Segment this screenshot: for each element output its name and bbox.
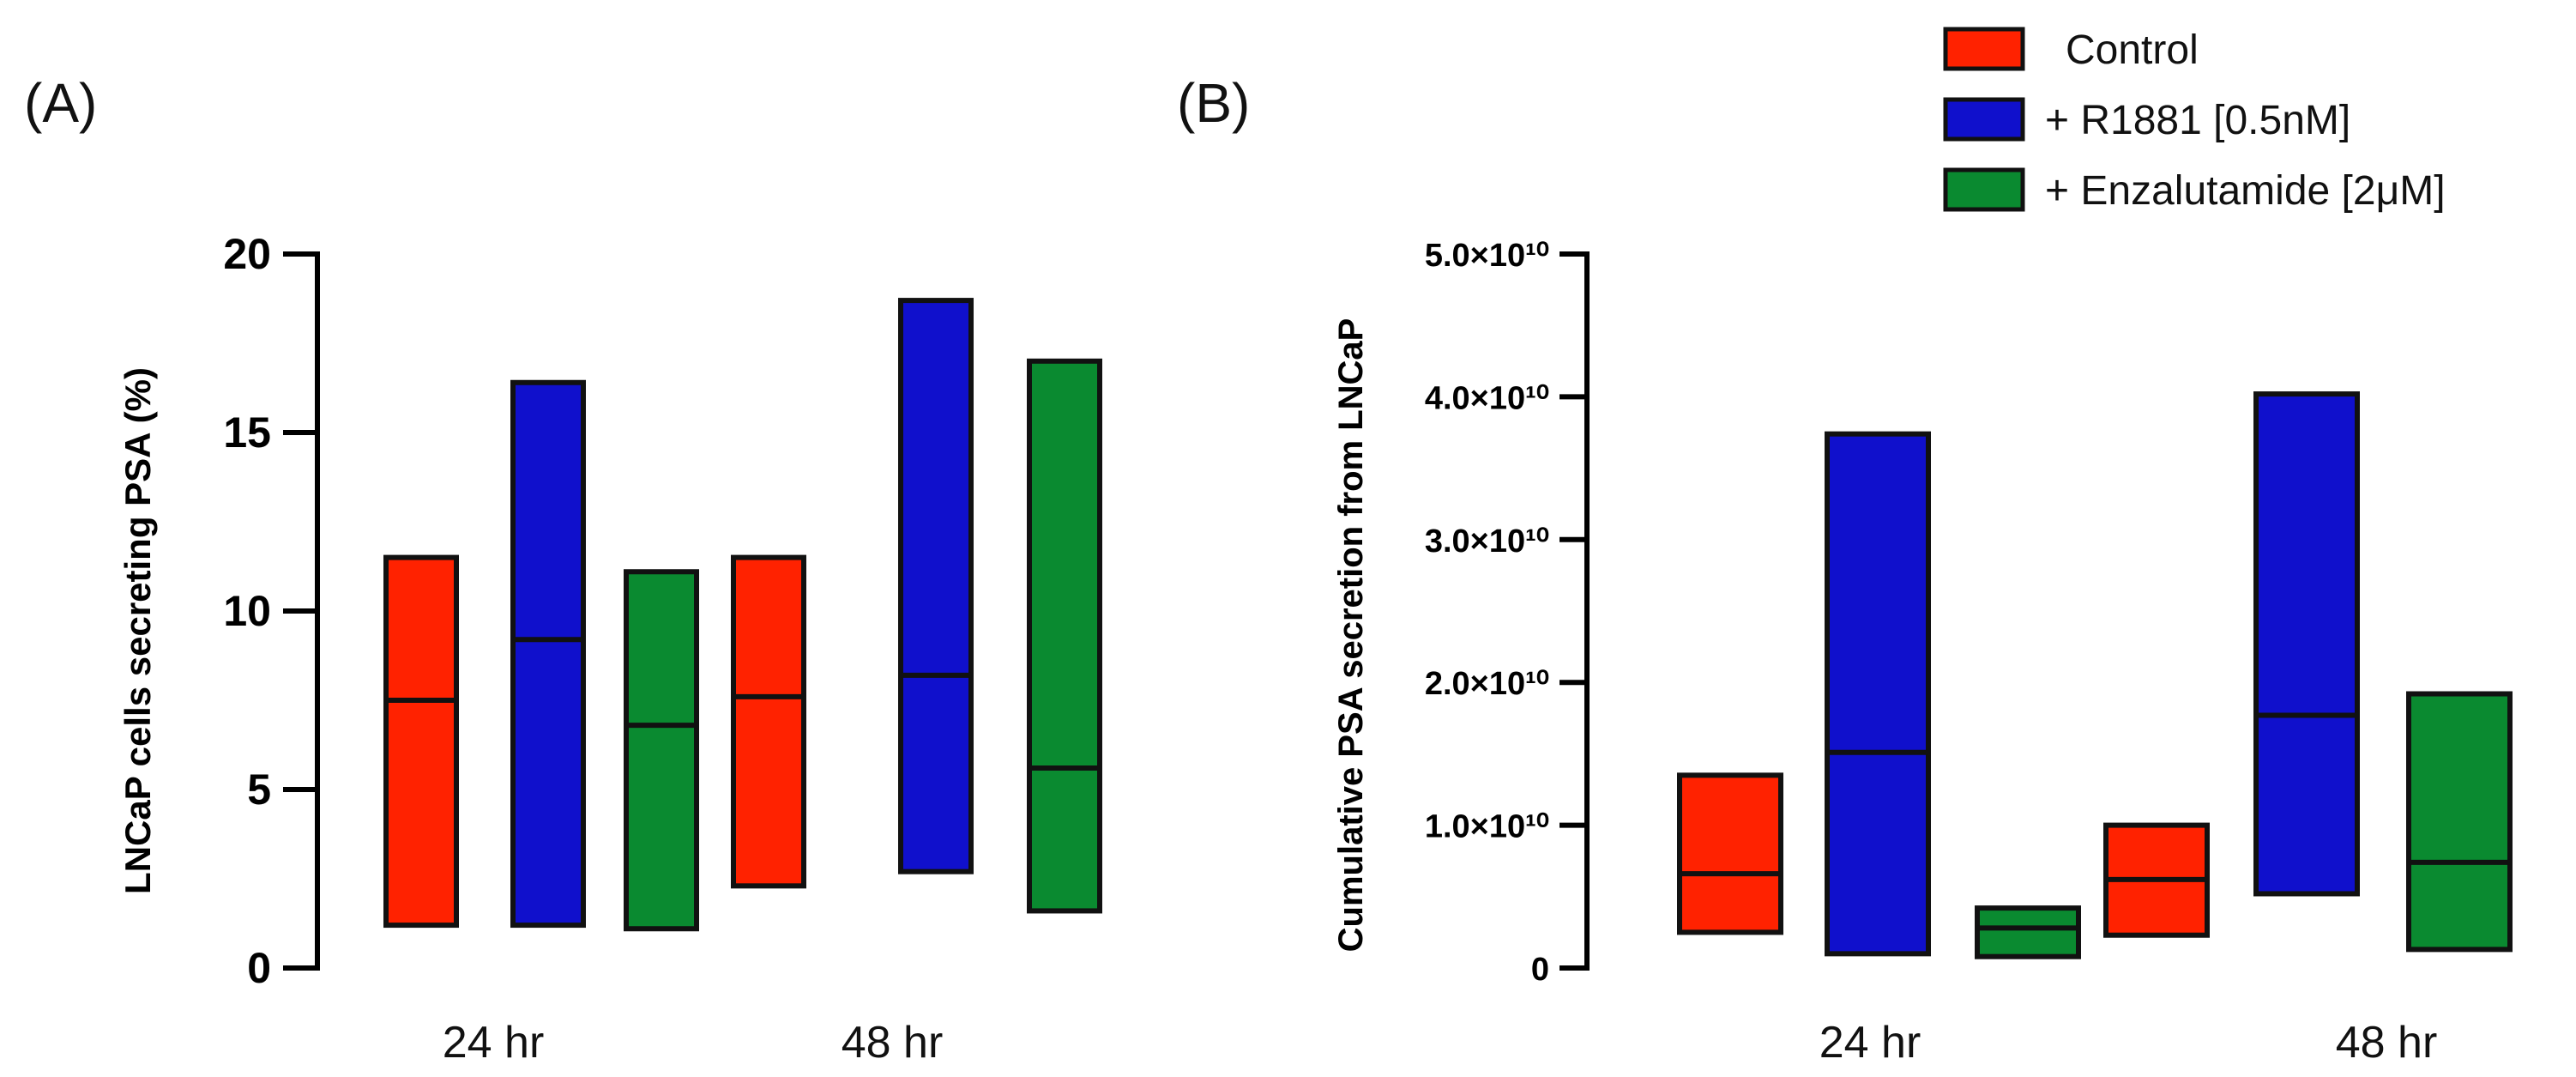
panel-b-bar-enzalutamide-2-m-48hr xyxy=(2406,691,2513,953)
legend-label-enzalutamide: + Enzalutamide [2μM] xyxy=(2045,168,2446,214)
panel-b-label: (B) xyxy=(1177,72,1250,134)
panel-b-category-label: 24 hr xyxy=(1819,1018,1921,1068)
panel-b-y-tick-label: 4.0×10¹⁰ xyxy=(1425,380,1549,416)
panel-a-y-tick-label: 0 xyxy=(247,944,271,992)
panel-a-y-tick-label: 10 xyxy=(223,587,271,635)
panel-a-y-tick-label: 15 xyxy=(223,408,271,457)
panel-a-label: (A) xyxy=(24,72,97,134)
panel-b-bar-r1881-0-5nm-24hr xyxy=(1825,431,1931,957)
panel-b-bar-r1881-0-5nm-48hr xyxy=(2253,391,2360,897)
panel-a-y-tick-label: 5 xyxy=(247,765,271,814)
panel-a-plot: 0 5 10 15 20 24 hr 48 hr xyxy=(223,230,1102,1068)
panel-a-y-axis-label: LNCaP cells secreting PSA (%) xyxy=(118,367,158,894)
panel-b-plot: 0 1.0×10¹⁰ 2.0×10¹⁰ 3.0×10¹⁰ 4.0×10¹⁰ 5.0×10¹… xyxy=(1425,238,2513,1068)
panel-b-y-tick-label: 2.0×10¹⁰ xyxy=(1425,666,1549,702)
panel-a-y-tick-label: 20 xyxy=(223,230,271,278)
panel-a-category-label: 48 hr xyxy=(842,1018,944,1068)
legend-label-control: Control xyxy=(2066,27,2199,73)
panel-b-y-tick-label: 5.0×10¹⁰ xyxy=(1425,238,1549,274)
panel-b-bar-enzalutamide-2-m-24hr xyxy=(1975,905,2081,959)
panel-a-bar-control-24hr xyxy=(383,554,459,929)
legend-swatch-enzalutamide xyxy=(1943,167,2025,212)
panel-b-y-tick-label: 1.0×10¹⁰ xyxy=(1425,809,1549,845)
legend-label-r1881: + R1881 [0.5nM] xyxy=(2045,98,2350,143)
legend-swatch-r1881 xyxy=(1943,97,2025,142)
panel-a-bar-control-48hr xyxy=(731,554,806,889)
panel-b-y-tick-label: 0 xyxy=(1531,952,1549,988)
panel-b-bar-control-24hr xyxy=(1677,772,1783,935)
panel-a-bar-r1881-0-5nm-24hr xyxy=(510,379,586,929)
legend: Control + R1881 [0.5nM] + Enzalutamide [… xyxy=(1943,27,2446,214)
legend-swatch-control xyxy=(1943,27,2025,71)
panel-a-bar-r1881-0-5nm-48hr xyxy=(898,298,974,874)
panel-b-category-label: 48 hr xyxy=(2336,1018,2438,1068)
panel-b-y-axis-label: Cumulative PSA secretion from LNCaP xyxy=(1332,318,1370,953)
panel-a-bar-enzalutamide-2-m-24hr xyxy=(624,569,699,932)
panel-a-category-label: 24 hr xyxy=(443,1018,545,1068)
panel-b-y-tick-label: 3.0×10¹⁰ xyxy=(1425,523,1549,560)
panel-a-bar-enzalutamide-2-m-48hr xyxy=(1027,358,1102,914)
